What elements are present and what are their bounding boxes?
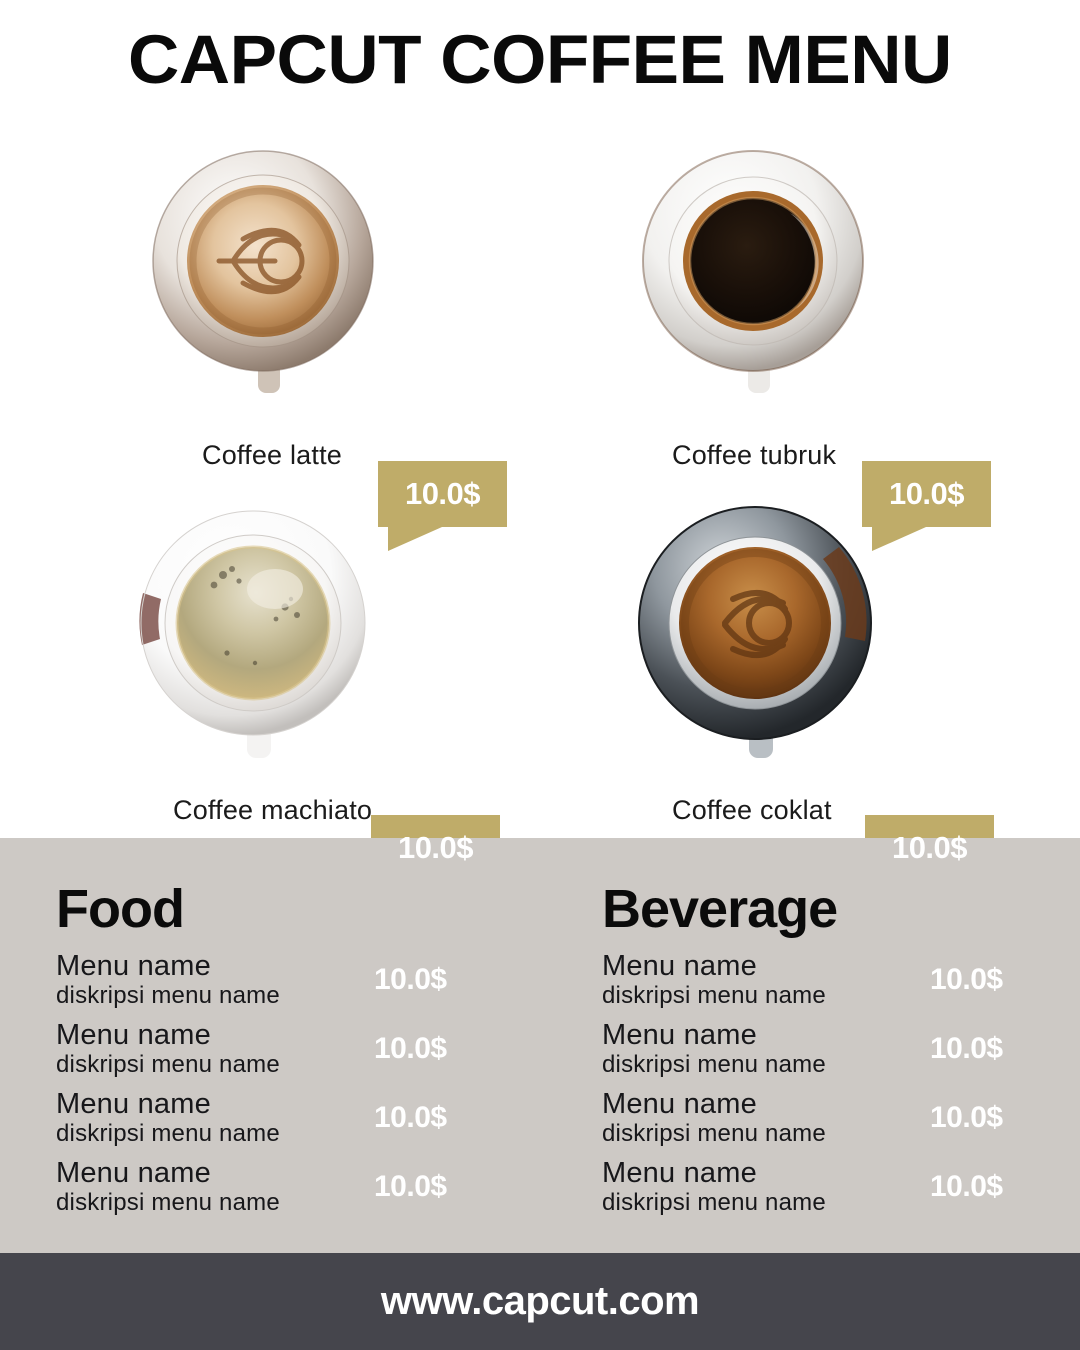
product-label: Coffee coklat <box>672 795 832 825</box>
menu-item-name: Menu name <box>56 1157 211 1189</box>
menu-item-description: diskripsi menu name <box>602 982 826 1009</box>
menu-item-description: diskripsi menu name <box>602 1051 826 1078</box>
price-value: 10.0$ <box>397 830 474 865</box>
poster-header: CAPCUT COFFEE MENU <box>0 0 1080 118</box>
menu-item-price: 10.0$ <box>374 963 447 996</box>
product-card-coffee-tubruk[interactable]: 10.0$ Coffee tubruk <box>630 143 1050 551</box>
product-card-coffee-coklat[interactable]: 10.0$ Coffee coklat <box>625 503 1050 905</box>
menu-item-price: 10.0$ <box>374 1032 447 1065</box>
menu-item-description: diskripsi menu name <box>602 1120 826 1147</box>
page-title: CAPCUT COFFEE MENU <box>128 20 952 98</box>
menu-item-description: diskripsi menu name <box>56 1120 280 1147</box>
menu-item-name: Menu name <box>602 1019 757 1051</box>
menu-item-description: diskripsi menu name <box>56 1051 280 1078</box>
menu-item-name: Menu name <box>56 1088 211 1120</box>
price-value: 10.0$ <box>888 476 965 511</box>
menu-row[interactable]: Menu name diskripsi menu name 10.0$ <box>56 1019 526 1088</box>
menu-item-name: Menu name <box>56 950 211 982</box>
menu-item-description: diskripsi menu name <box>56 1189 280 1216</box>
website-url[interactable]: www.capcut.com <box>380 1279 700 1323</box>
menu-item-name: Menu name <box>602 1157 757 1189</box>
menu-item-name: Menu name <box>56 1019 211 1051</box>
menu-row[interactable]: Menu name diskripsi menu name 10.0$ <box>602 1019 1072 1088</box>
menu-item-list: Menu name diskripsi menu name 10.0$ Menu… <box>602 950 1072 1226</box>
menu-item-price: 10.0$ <box>930 1032 1003 1065</box>
menu-row[interactable]: Menu name diskripsi menu name 10.0$ <box>602 1157 1072 1226</box>
coffee-cup-top-view-icon <box>640 143 880 393</box>
menu-row[interactable]: Menu name diskripsi menu name 10.0$ <box>602 1088 1072 1157</box>
menu-column-heading: Food <box>56 879 185 939</box>
menu-panel: Food Menu name diskripsi menu name 10.0$… <box>0 838 1080 1253</box>
menu-item-price: 10.0$ <box>374 1101 447 1134</box>
menu-row[interactable]: Menu name diskripsi menu name 10.0$ <box>56 950 526 1019</box>
menu-item-description: diskripsi menu name <box>602 1189 826 1216</box>
price-badge-tail <box>872 527 926 551</box>
menu-item-price: 10.0$ <box>930 1101 1003 1134</box>
menu-item-list: Menu name diskripsi menu name 10.0$ Menu… <box>56 950 526 1226</box>
menu-item-price: 10.0$ <box>930 963 1003 996</box>
menu-row[interactable]: Menu name diskripsi menu name 10.0$ <box>56 1157 526 1226</box>
price-badge-body: 10.0$ <box>862 461 991 527</box>
menu-row[interactable]: Menu name diskripsi menu name 10.0$ <box>602 950 1072 1019</box>
product-label: Coffee machiato <box>173 795 373 825</box>
price-value: 10.0$ <box>404 476 481 511</box>
coffee-cup-top-view-icon <box>633 503 883 758</box>
price-badge-tail <box>388 527 442 551</box>
price-badge-body: 10.0$ <box>378 461 507 527</box>
menu-column-heading: Beverage <box>602 879 838 939</box>
product-label: Coffee tubruk <box>672 440 837 470</box>
footer-bar: www.capcut.com <box>0 1253 1080 1350</box>
product-card-coffee-latte[interactable]: 10.0$ Coffee latte <box>150 143 550 551</box>
menu-column-food: Food Menu name diskripsi menu name 10.0$… <box>56 838 526 1226</box>
product-grid: 10.0$ Coffee latte <box>0 118 1080 905</box>
menu-row[interactable]: Menu name diskripsi menu name 10.0$ <box>56 1088 526 1157</box>
product-card-coffee-machiato[interactable]: 10.0$ Coffee machiato <box>135 503 555 905</box>
product-label: Coffee latte <box>202 440 342 470</box>
coffee-cup-top-view-icon <box>135 503 380 758</box>
menu-item-name: Menu name <box>602 950 757 982</box>
menu-item-name: Menu name <box>602 1088 757 1120</box>
menu-column-beverage: Beverage Menu name diskripsi menu name 1… <box>602 838 1072 1226</box>
price-badge: 10.0$ <box>862 461 991 551</box>
price-value: 10.0$ <box>891 830 968 865</box>
coffee-cup-top-view-icon <box>150 143 390 393</box>
menu-item-description: diskripsi menu name <box>56 982 280 1009</box>
menu-item-price: 10.0$ <box>930 1170 1003 1203</box>
price-badge: 10.0$ <box>378 461 507 551</box>
menu-item-price: 10.0$ <box>374 1170 447 1203</box>
